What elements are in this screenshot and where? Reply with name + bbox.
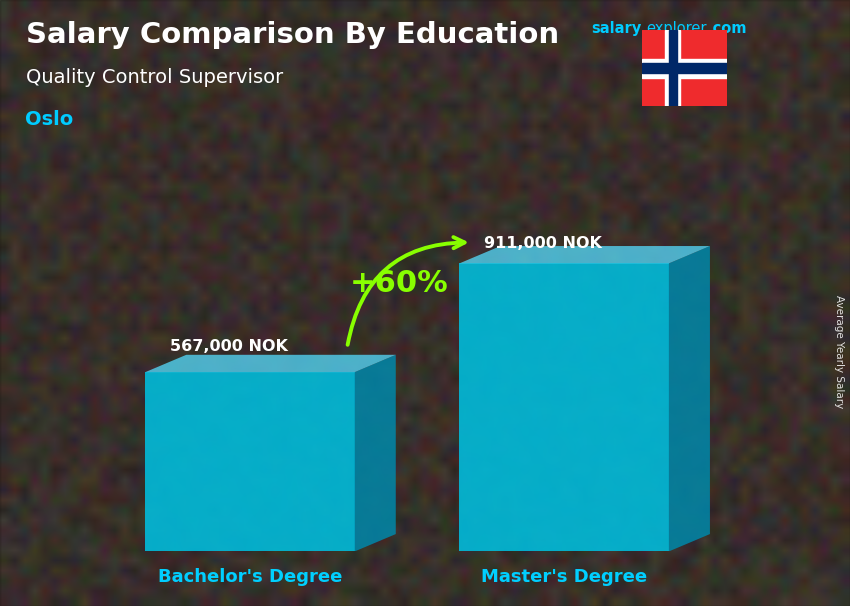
Polygon shape <box>459 246 710 264</box>
Bar <box>669 30 677 106</box>
Text: salary: salary <box>591 21 641 36</box>
Bar <box>145 372 354 551</box>
Text: Quality Control Supervisor: Quality Control Supervisor <box>26 68 283 87</box>
Bar <box>642 59 727 78</box>
Text: +60%: +60% <box>350 269 449 298</box>
Bar <box>665 30 680 106</box>
Bar <box>459 264 669 551</box>
Text: 911,000 NOK: 911,000 NOK <box>484 236 602 251</box>
Polygon shape <box>354 355 396 551</box>
Polygon shape <box>145 355 396 372</box>
Text: Salary Comparison By Education: Salary Comparison By Education <box>26 21 558 49</box>
Text: explorer: explorer <box>646 21 706 36</box>
Text: .com: .com <box>707 21 746 36</box>
Text: Average Yearly Salary: Average Yearly Salary <box>834 295 844 408</box>
Text: Oslo: Oslo <box>26 110 74 129</box>
Polygon shape <box>669 246 710 551</box>
Text: 567,000 NOK: 567,000 NOK <box>170 339 288 354</box>
Bar <box>642 64 727 73</box>
